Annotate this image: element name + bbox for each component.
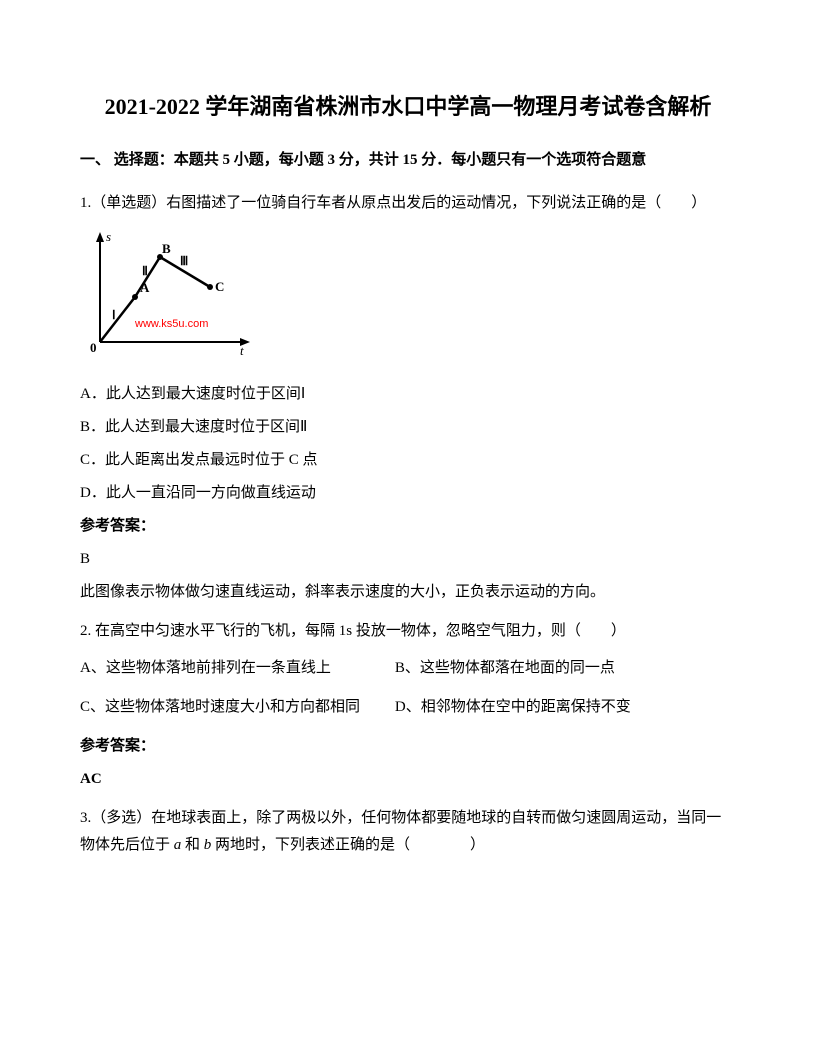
q1-explanation: 此图像表示物体做匀速直线运动，斜率表示速度的大小，正负表示运动的方向。 <box>80 579 736 606</box>
svg-text:C: C <box>215 279 224 294</box>
question-1-text: 1.（单选题）右图描述了一位骑自行车者从原点出发后的运动情况，下列说法正确的是（… <box>80 190 736 217</box>
q3-text-part3: 两地时，下列表述正确的是（ ） <box>211 837 485 853</box>
question-3: 3.（多选）在地球表面上，除了两极以外，任何物体都要随地球的自转而做匀速圆周运动… <box>80 805 736 859</box>
y-axis-label: s <box>106 229 111 244</box>
question-2: 2. 在高空中匀速水平飞行的飞机，每隔 1s 投放一物体，忽略空气阻力，则（ ）… <box>80 618 736 793</box>
q1-answer: B <box>80 546 736 573</box>
q2-answer-label: 参考答案： <box>80 733 736 760</box>
exam-title: 2021-2022 学年湖南省株洲市水口中学高一物理月考试卷含解析 <box>80 90 736 123</box>
x-axis-label: t <box>240 343 244 357</box>
q3-text-part2: 和 <box>181 837 204 853</box>
watermark-text: www.ks5u.com <box>134 318 208 330</box>
q1-option-a: A．此人达到最大速度时位于区间Ⅰ <box>80 381 736 408</box>
question-1: 1.（单选题）右图描述了一位骑自行车者从原点出发后的运动情况，下列说法正确的是（… <box>80 190 736 606</box>
q1-chart: s t 0 A B C Ⅰ Ⅱ Ⅲ www.ks5u.com <box>80 227 736 367</box>
q2-option-d: D、相邻物体在空中的距离保持不变 <box>395 694 710 721</box>
question-2-text: 2. 在高空中匀速水平飞行的飞机，每隔 1s 投放一物体，忽略空气阻力，则（ ） <box>80 618 736 645</box>
q1-option-c: C．此人距离出发点最远时位于 C 点 <box>80 447 736 474</box>
q1-answer-label: 参考答案： <box>80 513 736 540</box>
q1-option-d: D．此人一直沿同一方向做直线运动 <box>80 480 736 507</box>
svg-text:B: B <box>162 241 171 256</box>
q2-option-b: B、这些物体都落在地面的同一点 <box>395 655 710 682</box>
q2-option-a: A、这些物体落地前排列在一条直线上 <box>80 655 395 682</box>
svg-text:A: A <box>140 280 150 295</box>
q2-option-c: C、这些物体落地时速度大小和方向都相同 <box>80 694 395 721</box>
svg-text:Ⅱ: Ⅱ <box>142 264 148 278</box>
svg-text:Ⅰ: Ⅰ <box>112 308 116 322</box>
question-3-text: 3.（多选）在地球表面上，除了两极以外，任何物体都要随地球的自转而做匀速圆周运动… <box>80 805 736 859</box>
svg-text:0: 0 <box>90 340 97 355</box>
svg-text:Ⅲ: Ⅲ <box>180 254 188 268</box>
section-header: 一、 选择题：本题共 5 小题，每小题 3 分，共计 15 分．每小题只有一个选… <box>80 147 736 174</box>
q2-answer: AC <box>80 766 736 793</box>
q1-option-b: B．此人达到最大速度时位于区间Ⅱ <box>80 414 736 441</box>
